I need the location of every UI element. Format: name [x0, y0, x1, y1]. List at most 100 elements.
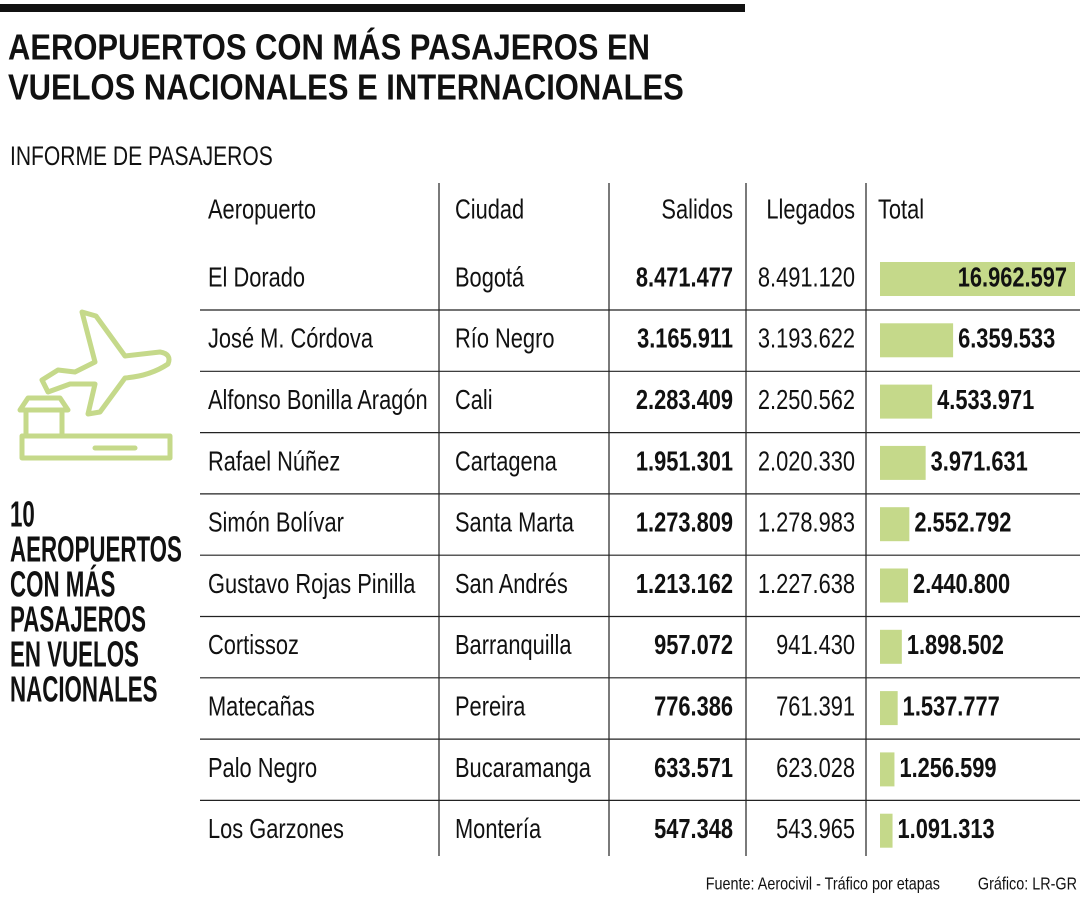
- llegados: 543.965: [776, 814, 855, 845]
- value-label-group: 2.552.792: [914, 507, 1011, 538]
- llegados-group: 8.491.120: [758, 262, 855, 293]
- value-label-group: 1.537.777: [903, 691, 1000, 722]
- value-label: 1.898.502: [907, 630, 1004, 661]
- value-label: 6.359.533: [958, 323, 1055, 354]
- side-note: PASAJEROS: [10, 600, 146, 640]
- city-group: San Andrés: [455, 568, 568, 599]
- airport-group: Gustavo Rojas Pinilla: [208, 568, 415, 599]
- salidos: 3.165.911: [637, 323, 733, 354]
- salidos-group: 3.165.911: [637, 323, 733, 354]
- llegados-group: 3.193.622: [758, 323, 855, 354]
- llegados-group: 1.227.638: [758, 568, 855, 599]
- salidos: 633.571: [654, 752, 733, 783]
- salidos: 1.213.162: [636, 568, 733, 599]
- column-header-group: Total: [878, 194, 924, 225]
- airport-group: Simón Bolívar: [208, 507, 344, 538]
- value-label: 1.537.777: [903, 691, 1000, 722]
- llegados-group: 2.250.562: [758, 384, 855, 415]
- salidos-group: 2.283.409: [636, 384, 733, 415]
- airport: Matecañas: [208, 691, 315, 722]
- value-label: 2.552.792: [914, 507, 1011, 538]
- city-group: Bogotá: [455, 262, 524, 293]
- side-note-group: EN VUELOS: [10, 635, 139, 675]
- salidos-group: 776.386: [654, 691, 733, 722]
- salidos: 8.471.477: [636, 262, 733, 293]
- bar: [880, 323, 954, 358]
- airport-group: El Dorado: [208, 262, 305, 293]
- llegados: 623.028: [776, 752, 855, 783]
- title: AEROPUERTOS CON MÁS PASAJEROS EN: [8, 27, 650, 68]
- top-rule: [0, 4, 745, 12]
- city-group: Barranquilla: [455, 630, 572, 661]
- side-note: NACIONALES: [10, 670, 158, 710]
- salidos-group: 1.213.162: [636, 568, 733, 599]
- bar: [880, 629, 902, 664]
- value-label-group: 16.962.597: [958, 262, 1067, 293]
- salidos-group: 957.072: [654, 630, 733, 661]
- side-note: EN VUELOS: [10, 635, 139, 675]
- column-header: Aeropuerto: [208, 194, 316, 225]
- llegados: 3.193.622: [758, 323, 855, 354]
- city: San Andrés: [455, 568, 568, 599]
- llegados: 1.227.638: [758, 568, 855, 599]
- airport: José M. Córdova: [208, 323, 373, 354]
- airport-group: Cortissoz: [208, 630, 299, 661]
- city: Río Negro: [455, 323, 554, 354]
- city: Barranquilla: [455, 630, 572, 661]
- column-header: Salidos: [661, 194, 733, 225]
- value-label-group: 6.359.533: [958, 323, 1055, 354]
- city-group: Santa Marta: [455, 507, 574, 538]
- bar: [880, 568, 909, 603]
- airport: Palo Negro: [208, 752, 317, 783]
- bar: [880, 752, 895, 787]
- city-group: Cali: [455, 384, 493, 415]
- llegados: 8.491.120: [758, 262, 855, 293]
- bar: [880, 445, 926, 480]
- bar: [880, 813, 893, 848]
- credit: Gráfico: LR-GR: [978, 874, 1077, 894]
- salidos: 1.273.809: [636, 507, 733, 538]
- salidos-group: 547.348: [654, 814, 733, 845]
- city: Santa Marta: [455, 507, 574, 538]
- side-note-group: CON MÁS: [10, 564, 115, 605]
- city: Bogotá: [455, 262, 524, 293]
- airport: Los Garzones: [208, 814, 344, 845]
- side-note-group: 10: [10, 495, 35, 535]
- salidos: 1.951.301: [636, 446, 733, 477]
- title: VUELOS NACIONALES E INTERNACIONALES: [8, 68, 684, 108]
- side-note-group: PASAJEROS: [10, 600, 146, 640]
- side-note: CON MÁS: [10, 564, 115, 605]
- column-header: Llegados: [766, 194, 855, 225]
- source-group: Fuente: Aerocivil - Tráfico por etapas: [706, 874, 940, 894]
- salidos: 2.283.409: [636, 384, 733, 415]
- value-label: 1.256.599: [899, 752, 996, 783]
- plane-icon: [17, 309, 173, 461]
- salidos-group: 1.951.301: [636, 446, 733, 477]
- side-note: 10: [10, 495, 35, 535]
- column-header-group: Salidos: [661, 194, 733, 225]
- value-label-group: 2.440.800: [913, 568, 1010, 599]
- llegados-group: 543.965: [776, 814, 855, 845]
- value-label-group: 4.533.971: [937, 384, 1034, 415]
- credit-group: Gráfico: LR-GR: [978, 874, 1077, 894]
- title-group: AEROPUERTOS CON MÁS PASAJEROS EN: [8, 27, 650, 68]
- value-label: 2.440.800: [913, 568, 1010, 599]
- airport: Rafael Núñez: [208, 446, 340, 477]
- llegados-group: 761.391: [776, 691, 855, 722]
- city-group: Montería: [455, 814, 541, 845]
- city: Montería: [455, 814, 541, 845]
- side-note-group: AEROPUERTOS: [10, 530, 182, 570]
- salidos-group: 8.471.477: [636, 262, 733, 293]
- llegados: 1.278.983: [758, 507, 855, 538]
- city: Bucaramanga: [455, 752, 591, 783]
- bar: [880, 691, 898, 726]
- value-label-group: 1.256.599: [899, 752, 996, 783]
- llegados: 2.020.330: [758, 446, 855, 477]
- airport: Alfonso Bonilla Aragón: [208, 384, 428, 415]
- airport: Cortissoz: [208, 630, 299, 661]
- llegados-group: 941.430: [776, 630, 855, 661]
- airport-group: Alfonso Bonilla Aragón: [208, 384, 428, 415]
- llegados-group: 2.020.330: [758, 446, 855, 477]
- llegados: 761.391: [776, 691, 855, 722]
- airport-group: Matecañas: [208, 691, 315, 722]
